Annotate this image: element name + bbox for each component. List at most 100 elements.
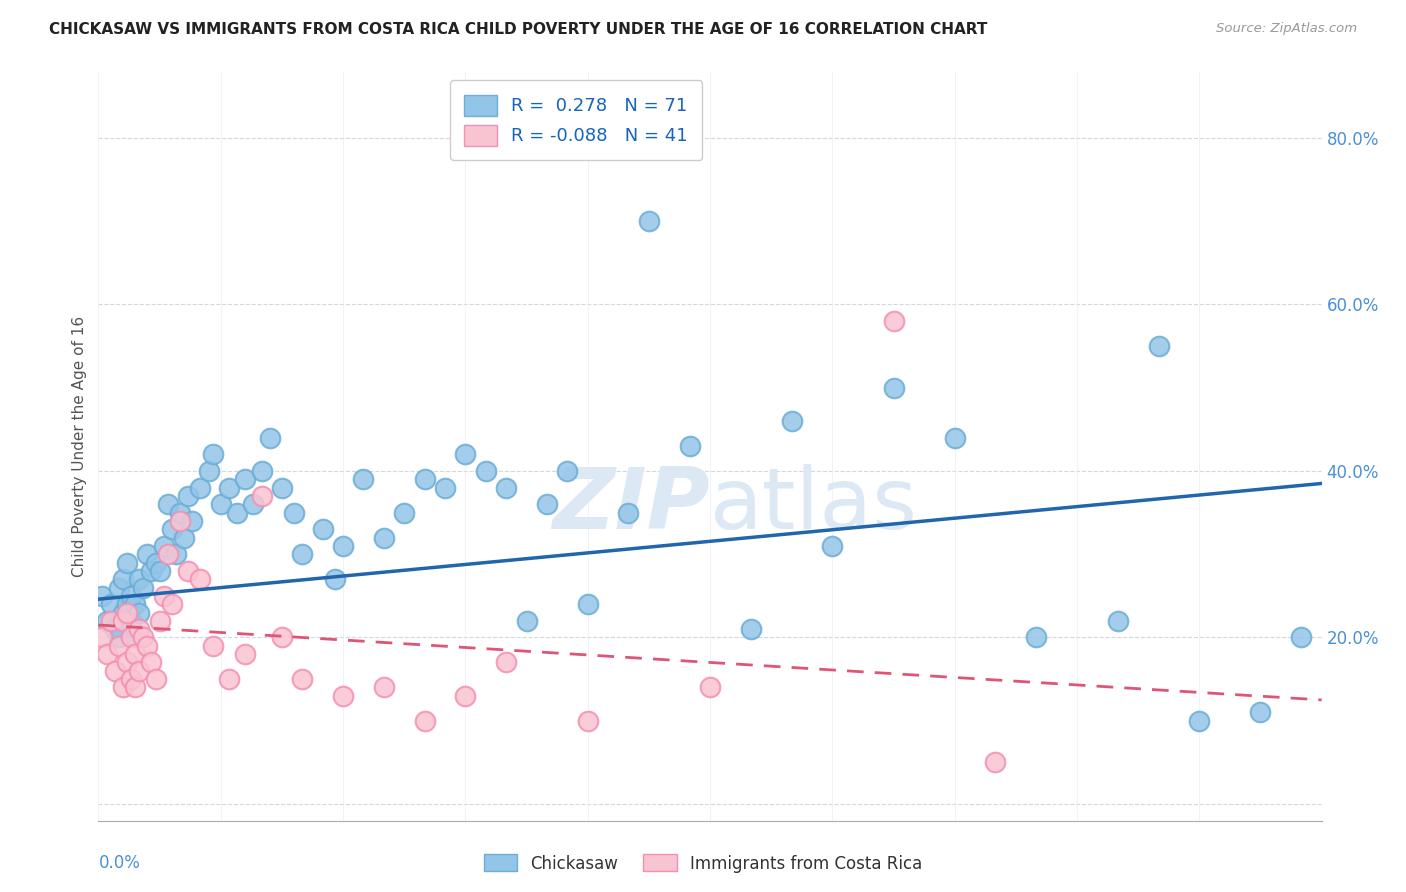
Point	[115, 597, 138, 611]
Point	[259, 431, 281, 445]
Point	[373, 531, 395, 545]
Point	[201, 447, 224, 461]
Point	[413, 714, 436, 728]
Point	[152, 539, 174, 553]
Point	[115, 606, 138, 620]
Point	[96, 647, 118, 661]
Point	[883, 314, 905, 328]
Point	[165, 547, 187, 561]
Text: 0.0%: 0.0%	[98, 855, 141, 872]
Point	[149, 614, 172, 628]
Point	[201, 639, 224, 653]
Point	[323, 572, 346, 586]
Point	[740, 622, 762, 636]
Point	[156, 547, 179, 561]
Point	[1188, 714, 1211, 728]
Point	[617, 506, 640, 520]
Point	[291, 672, 314, 686]
Point	[173, 531, 195, 545]
Point	[124, 647, 146, 661]
Point	[250, 464, 273, 478]
Point	[576, 714, 599, 728]
Point	[104, 664, 127, 678]
Point	[495, 481, 517, 495]
Point	[474, 464, 498, 478]
Text: Source: ZipAtlas.com: Source: ZipAtlas.com	[1216, 22, 1357, 36]
Point	[332, 539, 354, 553]
Point	[100, 597, 122, 611]
Point	[111, 606, 134, 620]
Point	[132, 631, 155, 645]
Point	[136, 547, 159, 561]
Point	[984, 756, 1007, 770]
Point	[91, 631, 114, 645]
Point	[108, 639, 131, 653]
Point	[100, 614, 122, 628]
Point	[283, 506, 305, 520]
Point	[821, 539, 844, 553]
Point	[120, 631, 142, 645]
Point	[188, 481, 212, 495]
Point	[1147, 339, 1170, 353]
Point	[169, 514, 191, 528]
Point	[115, 656, 138, 670]
Point	[160, 522, 183, 536]
Point	[943, 431, 966, 445]
Point	[454, 689, 477, 703]
Point	[270, 631, 294, 645]
Point	[637, 214, 661, 228]
Point	[197, 464, 219, 478]
Point	[169, 506, 191, 520]
Point	[242, 497, 264, 511]
Point	[124, 681, 146, 695]
Point	[250, 489, 273, 503]
Point	[120, 614, 142, 628]
Point	[434, 481, 457, 495]
Text: CHICKASAW VS IMMIGRANTS FROM COSTA RICA CHILD POVERTY UNDER THE AGE OF 16 CORREL: CHICKASAW VS IMMIGRANTS FROM COSTA RICA …	[49, 22, 987, 37]
Point	[576, 597, 599, 611]
Point	[91, 589, 114, 603]
Point	[177, 489, 200, 503]
Point	[413, 472, 436, 486]
Text: ZIP: ZIP	[553, 465, 710, 548]
Point	[209, 497, 232, 511]
Y-axis label: Child Poverty Under the Age of 16: Child Poverty Under the Age of 16	[72, 316, 87, 576]
Point	[115, 556, 138, 570]
Point	[132, 581, 155, 595]
Point	[312, 522, 335, 536]
Point	[108, 581, 131, 595]
Point	[699, 681, 721, 695]
Point	[332, 689, 354, 703]
Point	[1291, 631, 1313, 645]
Point	[111, 572, 134, 586]
Point	[108, 631, 131, 645]
Point	[392, 506, 416, 520]
Point	[152, 589, 174, 603]
Point	[218, 672, 240, 686]
Point	[1107, 614, 1129, 628]
Point	[1025, 631, 1047, 645]
Legend: R =  0.278   N = 71, R = -0.088   N = 41: R = 0.278 N = 71, R = -0.088 N = 41	[450, 80, 703, 160]
Point	[555, 464, 579, 478]
Text: atlas: atlas	[710, 465, 918, 548]
Point	[536, 497, 558, 511]
Point	[124, 597, 146, 611]
Point	[233, 647, 256, 661]
Point	[156, 497, 179, 511]
Point	[883, 381, 905, 395]
Point	[96, 614, 118, 628]
Point	[373, 681, 395, 695]
Point	[136, 639, 159, 653]
Point	[120, 672, 142, 686]
Point	[149, 564, 172, 578]
Point	[141, 564, 163, 578]
Point	[120, 589, 142, 603]
Legend: Chickasaw, Immigrants from Costa Rica: Chickasaw, Immigrants from Costa Rica	[477, 847, 929, 880]
Point	[188, 572, 212, 586]
Point	[352, 472, 374, 486]
Point	[160, 597, 183, 611]
Point	[495, 656, 517, 670]
Point	[780, 414, 803, 428]
Point	[124, 631, 146, 645]
Point	[111, 681, 134, 695]
